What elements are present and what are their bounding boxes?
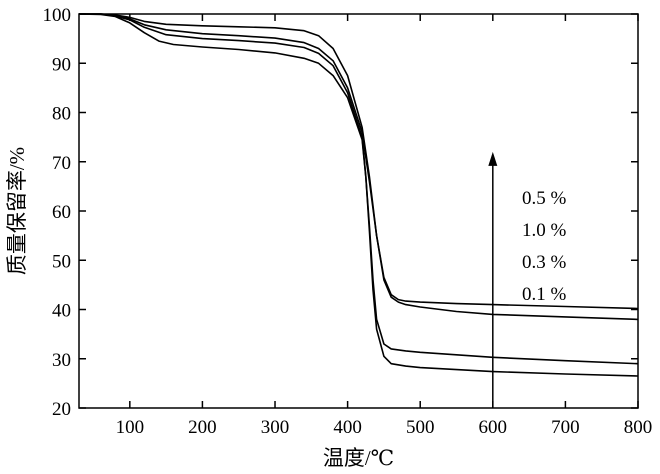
- y-tick-label: 80: [52, 104, 71, 125]
- series-line-3: [79, 13, 639, 365]
- arrow-head: [488, 151, 498, 166]
- trend-arrow: [488, 151, 498, 408]
- series-line-2: [79, 13, 639, 321]
- y-axis-title: 质量保留率/%: [5, 147, 29, 275]
- x-tick-label: 200: [188, 417, 217, 438]
- legend-label: 0.5 %: [522, 188, 567, 209]
- y-tick-label: 70: [52, 153, 71, 174]
- series-line-4: [78, 13, 639, 377]
- y-tick-label: 100: [43, 5, 72, 26]
- x-tick-label: 300: [261, 417, 290, 438]
- legend: 0.5 % 1.0 % 0.3 % 0.1 %: [522, 188, 567, 305]
- legend-label: 1.0 %: [522, 220, 567, 241]
- y-tick-label: 60: [52, 202, 71, 223]
- plot-frame: [78, 13, 639, 409]
- y-tick-label: 30: [52, 350, 71, 371]
- x-tick-label: 600: [479, 417, 508, 438]
- x-tick-label: 700: [551, 417, 580, 438]
- y-tick-label: 20: [52, 399, 71, 420]
- x-tick-label: 800: [624, 417, 653, 438]
- series-curves: [78, 13, 639, 377]
- x-axis-title: 温度/℃: [323, 446, 394, 470]
- y-tick-label: 90: [52, 54, 71, 75]
- axis-tick-labels: 100 200 300 400 500 600 700 800 20 30 40 50 60 70 80 90…: [43, 5, 653, 438]
- legend-label: 0.3 %: [522, 252, 567, 273]
- axis-ticks: [79, 13, 639, 409]
- y-tick-label: 40: [52, 301, 71, 322]
- x-tick-label: 100: [116, 417, 145, 438]
- x-tick-label: 500: [406, 417, 435, 438]
- y-tick-label: 50: [52, 251, 71, 272]
- legend-label: 0.1 %: [522, 284, 567, 305]
- x-tick-label: 400: [333, 417, 362, 438]
- series-line-1: [79, 13, 639, 310]
